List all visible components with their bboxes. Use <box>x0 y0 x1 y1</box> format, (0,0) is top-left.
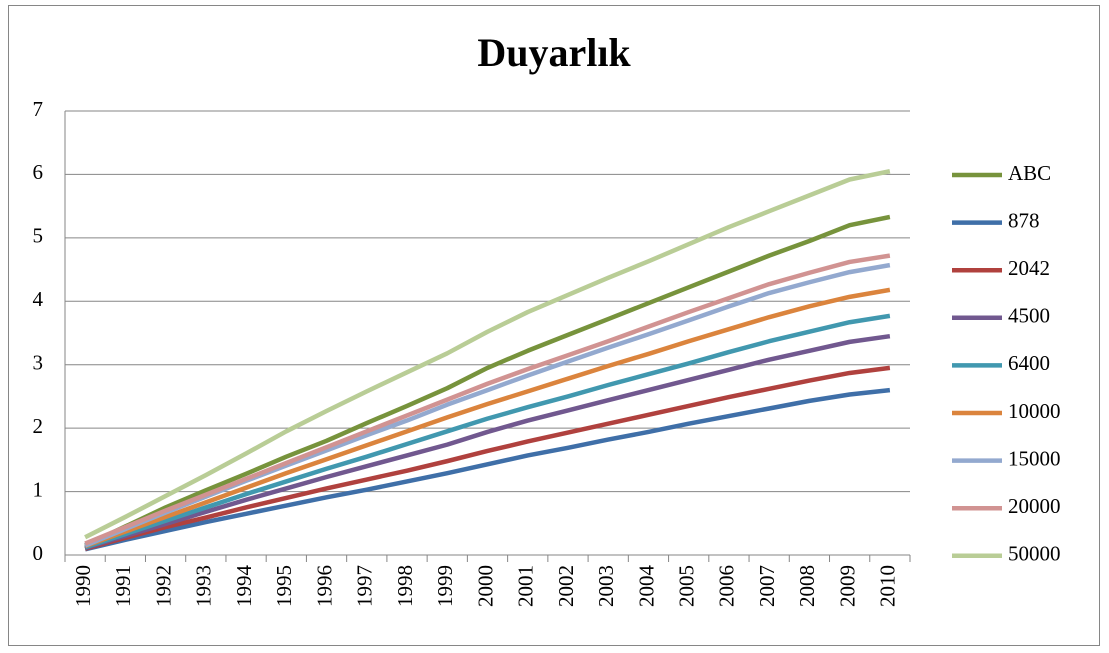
x-tick-label: 2001 <box>514 565 538 607</box>
x-tick-label: 2004 <box>634 565 658 608</box>
series-line <box>84 287 891 549</box>
legend-label: 50000 <box>1008 542 1061 566</box>
legend-label: 6400 <box>1008 351 1050 375</box>
y-tick-label: 2 <box>33 414 44 438</box>
x-tick-label: 2008 <box>795 565 819 607</box>
y-tick-label: 1 <box>33 477 44 501</box>
series-line <box>84 313 891 550</box>
x-tick-label: 2010 <box>876 565 900 607</box>
x-tick-label: 2006 <box>715 565 739 607</box>
x-tick-label: 1997 <box>353 565 377 607</box>
y-tick-label: 4 <box>33 287 44 311</box>
x-tick-label: 2000 <box>473 565 497 607</box>
x-tick-label: 1993 <box>192 565 216 607</box>
x-tick-label: 1996 <box>312 565 336 607</box>
legend-label: 878 <box>1008 208 1040 232</box>
y-tick-label: 7 <box>33 97 44 121</box>
legend-label: 20000 <box>1008 494 1061 518</box>
chart-title: Duyarlık <box>477 30 631 75</box>
legend-label: 2042 <box>1008 256 1050 280</box>
y-tick-label: 5 <box>33 224 44 248</box>
series-line <box>84 333 891 551</box>
x-tick-label: 2007 <box>755 565 779 607</box>
x-tick-label: 2003 <box>594 565 618 607</box>
series-line <box>84 387 891 552</box>
x-tick-label: 1990 <box>71 565 95 607</box>
x-tick-label: 1994 <box>232 565 256 608</box>
legend-label: 10000 <box>1008 399 1061 423</box>
x-tick-label: 1992 <box>151 565 175 607</box>
legend-label: ABC <box>1008 161 1051 185</box>
y-tick-label: 0 <box>33 541 44 565</box>
x-tick-label: 1991 <box>111 565 135 607</box>
x-tick-label: 2002 <box>554 565 578 607</box>
series-line <box>84 169 891 540</box>
x-tick-label: 1998 <box>393 565 417 607</box>
series-line <box>84 253 891 546</box>
x-tick-label: 1995 <box>272 565 296 607</box>
legend-label: 4500 <box>1008 304 1050 328</box>
chart-border <box>8 5 1100 646</box>
x-tick-label: 1999 <box>433 565 457 607</box>
series-line <box>84 214 891 548</box>
y-tick-label: 3 <box>33 351 44 375</box>
x-tick-label: 2005 <box>675 565 699 607</box>
series-line <box>84 365 891 551</box>
legend-label: 15000 <box>1008 446 1061 470</box>
x-tick-label: 2009 <box>835 565 859 607</box>
y-tick-label: 6 <box>33 160 44 184</box>
